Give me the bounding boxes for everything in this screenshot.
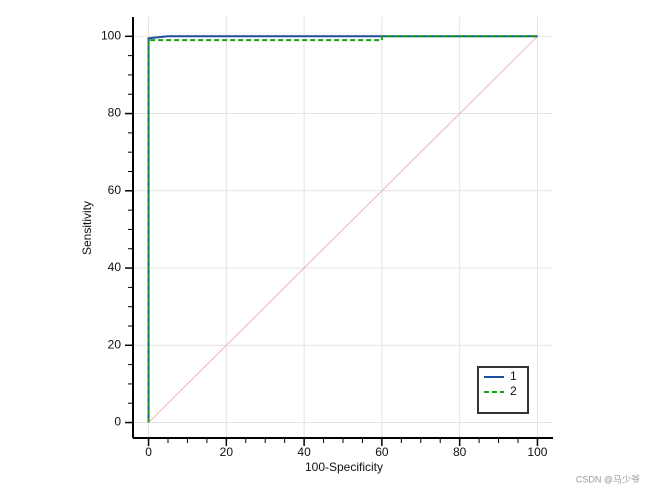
legend-label: 1 xyxy=(510,369,517,383)
x-tick-label: 100 xyxy=(527,445,547,459)
x-tick-label: 80 xyxy=(453,445,467,459)
x-tick-label: 40 xyxy=(297,445,311,459)
x-tick-label: 60 xyxy=(375,445,389,459)
x-tick-label: 0 xyxy=(145,445,152,459)
y-tick-label: 20 xyxy=(108,337,122,351)
y-tick-label: 60 xyxy=(108,183,122,197)
x-tick-label: 20 xyxy=(220,445,234,459)
y-tick-label: 100 xyxy=(101,28,121,42)
y-tick-label: 0 xyxy=(114,415,121,429)
legend-box xyxy=(477,366,529,414)
legend-label: 2 xyxy=(510,384,517,398)
watermark: CSDN @马少爷 xyxy=(576,473,640,484)
x-axis-label: 100-Specificity xyxy=(305,460,383,474)
y-tick-label: 40 xyxy=(108,260,122,274)
y-axis-label: Sensitivity xyxy=(80,201,94,255)
y-tick-label: 80 xyxy=(108,106,122,120)
reference-line xyxy=(148,35,538,423)
